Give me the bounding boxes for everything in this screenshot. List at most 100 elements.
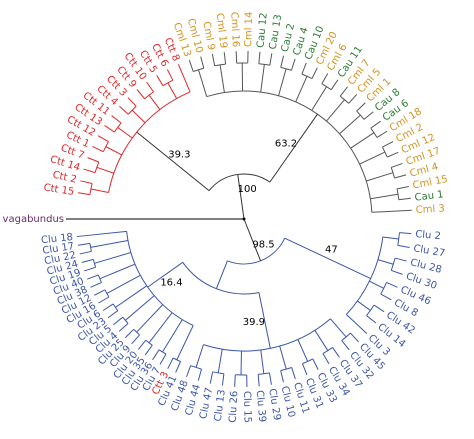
support-value: 100: [238, 184, 257, 195]
branch: [159, 353, 167, 365]
branch: [193, 67, 204, 72]
branch: [107, 310, 119, 319]
branch: [92, 259, 97, 268]
branch: [102, 303, 114, 311]
leaf-label: Ctt 2: [51, 169, 77, 185]
support-value: 16.4: [160, 278, 182, 289]
branch: [98, 296, 110, 304]
branch: [382, 141, 394, 148]
leaf-label: Clu 27: [412, 243, 445, 259]
branch: [124, 328, 135, 339]
branch: [214, 63, 226, 67]
leaf-label: Clu 17: [42, 241, 75, 257]
branch: [166, 69, 174, 81]
branch: [119, 105, 129, 115]
branch: [148, 94, 161, 110]
branch: [321, 83, 332, 91]
branch: [295, 76, 308, 103]
branch: [146, 81, 154, 93]
branch: [301, 363, 308, 375]
leaf-label: Cml 16: [228, 12, 241, 48]
branch: [370, 120, 381, 129]
branch: [203, 318, 331, 352]
branch: [99, 263, 136, 280]
branch: [167, 357, 174, 369]
leaf-label: Ctt 15: [43, 182, 75, 198]
branch: [311, 86, 328, 111]
branch: [268, 372, 272, 385]
branch: [377, 259, 394, 265]
branch: [112, 303, 119, 311]
branch: [198, 69, 208, 97]
branch: [280, 370, 284, 383]
branch: [162, 79, 174, 87]
branch: [106, 274, 141, 294]
branch: [118, 323, 129, 332]
branch: [332, 347, 340, 358]
branch: [127, 97, 137, 107]
branch: [394, 174, 407, 179]
branch: [260, 349, 265, 374]
branch: [369, 280, 384, 289]
branch: [280, 55, 285, 68]
branch: [211, 53, 216, 66]
branch: [398, 197, 411, 201]
branch: [330, 79, 339, 90]
branch: [176, 325, 194, 361]
branch: [92, 146, 104, 153]
branch: [382, 236, 399, 240]
branch: [172, 357, 181, 362]
branch: [94, 289, 106, 296]
branch: [258, 292, 271, 349]
branch: [156, 75, 164, 86]
branch: [105, 146, 122, 156]
leaf-label: Cml 3: [416, 203, 446, 216]
support-value: 39.9: [243, 317, 265, 328]
branch: [278, 68, 287, 96]
branch: [136, 304, 164, 333]
branch: [162, 319, 183, 353]
branch: [284, 237, 371, 280]
branch: [136, 89, 146, 100]
branch: [86, 274, 99, 280]
support-value: 98.5: [252, 239, 274, 250]
branch: [399, 232, 412, 235]
branch: [386, 281, 398, 288]
branch: [212, 371, 224, 375]
branch: [217, 349, 223, 373]
branch: [90, 281, 102, 288]
branch: [346, 314, 368, 334]
branch: [339, 86, 349, 97]
branch: [348, 94, 358, 104]
branch: [350, 132, 375, 149]
branch: [215, 260, 228, 289]
branch: [131, 334, 140, 345]
branch: [87, 157, 99, 163]
branch: [321, 73, 329, 85]
branch: [258, 51, 261, 64]
branch: [366, 315, 377, 324]
branch: [312, 358, 319, 370]
branch: [339, 114, 361, 135]
support-value: 47: [325, 244, 338, 255]
branch: [301, 73, 313, 80]
branch: [131, 109, 146, 124]
leaf-label: Cml 19: [214, 12, 229, 48]
branch: [341, 340, 350, 351]
branch: [311, 67, 318, 79]
branch: [127, 105, 137, 115]
branch: [76, 230, 127, 238]
branch: [390, 257, 396, 271]
branch: [357, 300, 371, 311]
branch: [243, 218, 262, 262]
branch: [200, 56, 205, 69]
root-node: [242, 217, 246, 221]
branch: [113, 316, 124, 326]
branch: [158, 349, 167, 355]
branch: [137, 339, 147, 350]
branch: [94, 252, 132, 264]
branch: [234, 374, 236, 387]
branch: [206, 90, 373, 213]
branch: [366, 172, 394, 182]
